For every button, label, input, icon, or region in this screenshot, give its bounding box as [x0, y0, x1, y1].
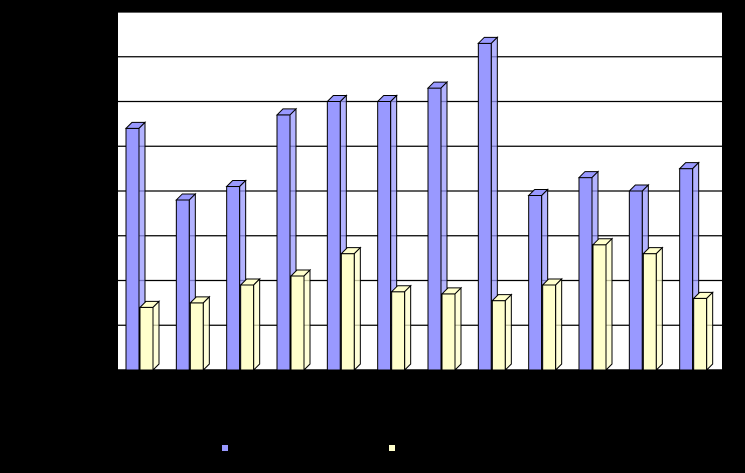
- bar-front: [528, 194, 543, 371]
- bar-front: [340, 253, 355, 371]
- bar-front: [542, 284, 557, 371]
- bar-side: [253, 277, 261, 372]
- bar-side: [202, 295, 210, 372]
- bar: [491, 293, 513, 372]
- legend-swatch: [389, 445, 395, 451]
- bar: [175, 192, 197, 372]
- bar-side: [706, 291, 714, 372]
- bar-front: [693, 297, 708, 371]
- bar: [289, 268, 312, 372]
- bar-front: [491, 300, 506, 371]
- bar: [138, 300, 161, 372]
- bar: [692, 291, 714, 372]
- gridlines: [118, 11, 722, 371]
- bar-front: [175, 199, 190, 371]
- bar: [591, 237, 614, 372]
- bar-front: [226, 186, 241, 371]
- bar-front: [276, 114, 291, 371]
- bar-front: [441, 293, 456, 371]
- bar-front: [642, 253, 657, 371]
- bar-side: [353, 246, 361, 372]
- bar-front: [290, 275, 305, 371]
- bar-side: [504, 293, 512, 372]
- bar-front: [477, 42, 492, 371]
- bar: [541, 277, 563, 372]
- bar-front: [628, 190, 643, 371]
- bar-front: [679, 168, 694, 371]
- bar: [390, 284, 412, 372]
- bar-side: [303, 268, 311, 372]
- bar: [239, 277, 261, 372]
- bar-front: [125, 127, 140, 371]
- bar-side: [152, 300, 160, 372]
- bar-front: [427, 87, 442, 371]
- bar: [340, 246, 362, 372]
- bar-side: [655, 246, 663, 372]
- bar-front: [377, 101, 392, 371]
- bar-front: [240, 284, 255, 371]
- bar-front: [578, 177, 593, 371]
- legend: [222, 445, 395, 451]
- bar-front: [391, 291, 406, 371]
- bar-side: [605, 237, 613, 372]
- bar-side: [454, 286, 462, 372]
- bar-front: [139, 306, 154, 371]
- bar-front: [189, 302, 204, 371]
- bar: [189, 295, 211, 372]
- legend-swatch: [222, 445, 228, 451]
- bar: [440, 286, 463, 372]
- bar-front: [592, 244, 607, 371]
- bar-side: [404, 284, 412, 372]
- bars: [124, 36, 714, 372]
- legend-item: [222, 445, 228, 451]
- bar: [477, 36, 499, 372]
- bar-side: [555, 277, 563, 372]
- legend-item: [389, 445, 395, 451]
- bar-front: [326, 101, 341, 371]
- bar: [642, 246, 664, 372]
